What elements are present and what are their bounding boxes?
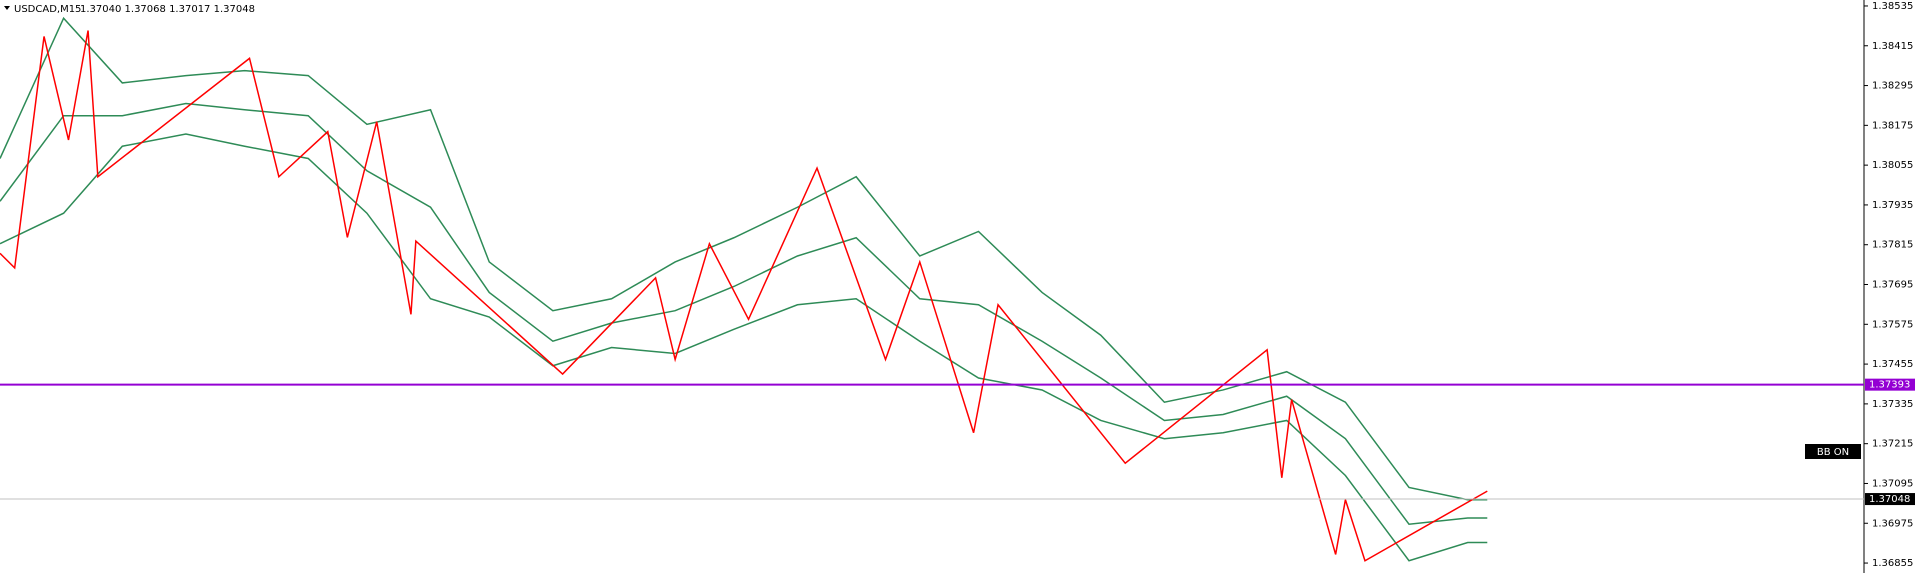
y-tick-label: 1.37815 [1872,240,1913,251]
menu-arrow[interactable] [4,6,10,10]
quote: 1.37040 1.37068 1.37017 1.37048 [80,4,255,15]
level-label: 1.37393 [1869,380,1910,391]
y-tick-label: 1.36975 [1872,518,1913,529]
level-label: 1.37048 [1869,494,1910,505]
chart-title: USDCAD,M15 [14,4,81,15]
y-tick-label: 1.37095 [1872,478,1913,489]
series-line [0,16,1488,501]
y-tick-label: 1.37215 [1872,439,1913,450]
series-line [0,30,1488,562]
y-tick-label: 1.37335 [1872,399,1913,410]
level-tag [1865,378,1915,391]
bb-button-label[interactable]: BB ON [1817,447,1849,458]
y-tick-label: 1.38415 [1872,41,1913,52]
level-tag [1865,493,1915,506]
y-tick-label: 1.36855 [1872,558,1913,569]
y-tick-label: 1.37455 [1872,359,1913,370]
y-tick-label: 1.38535 [1872,1,1913,12]
y-tick-label: 1.38175 [1872,120,1913,131]
series-line [0,102,1488,526]
y-tick-label: 1.37935 [1872,200,1913,211]
y-tick-label: 1.37575 [1872,319,1913,330]
bb-button[interactable] [1805,444,1861,459]
y-tick-label: 1.38295 [1872,81,1913,92]
y-tick-label: 1.37695 [1872,280,1913,291]
y-tick-label: 1.38055 [1872,160,1913,171]
